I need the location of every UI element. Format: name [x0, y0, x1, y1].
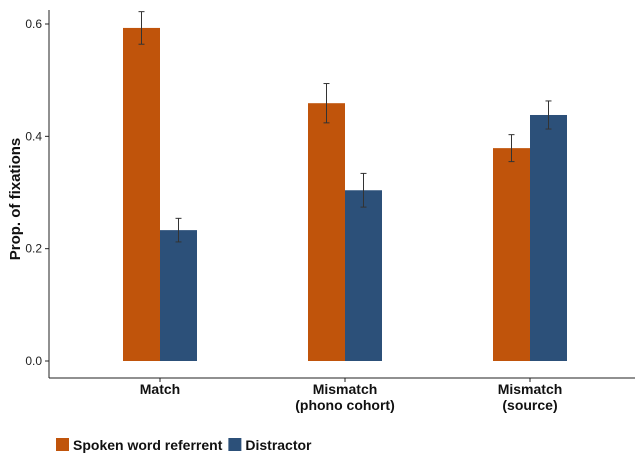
error-bars: [138, 11, 552, 243]
x-axis: Match Mismatch (phono cohort) Mismatch (sour…: [49, 377, 635, 413]
bar: [345, 190, 382, 361]
bars: [123, 27, 567, 362]
bar: [530, 114, 567, 362]
bar: [493, 148, 530, 361]
y-tick-label: 0.6: [25, 17, 42, 31]
legend-swatch: [228, 438, 242, 451]
x-tick-label: Mismatch (source): [498, 381, 563, 413]
y-tick-label: 0.4: [25, 129, 42, 143]
bar: [123, 27, 160, 361]
x-tick-label: Match: [140, 381, 180, 397]
legend-label: Distractor: [245, 437, 312, 453]
legend: Spoken word referrent Distractor: [56, 437, 312, 453]
y-tick-label: 0.2: [25, 242, 42, 256]
x-tick-label: Mismatch (phono cohort): [295, 381, 395, 413]
y-axis-title: Prop. of fixations: [7, 138, 24, 261]
legend-swatch: [56, 438, 69, 451]
bar: [308, 103, 345, 361]
y-axis: 0.0 0.2 0.4 0.6: [25, 10, 50, 378]
legend-label: Spoken word referrent: [73, 437, 223, 453]
y-tick-label: 0.0: [25, 354, 42, 368]
bar: [160, 230, 197, 361]
